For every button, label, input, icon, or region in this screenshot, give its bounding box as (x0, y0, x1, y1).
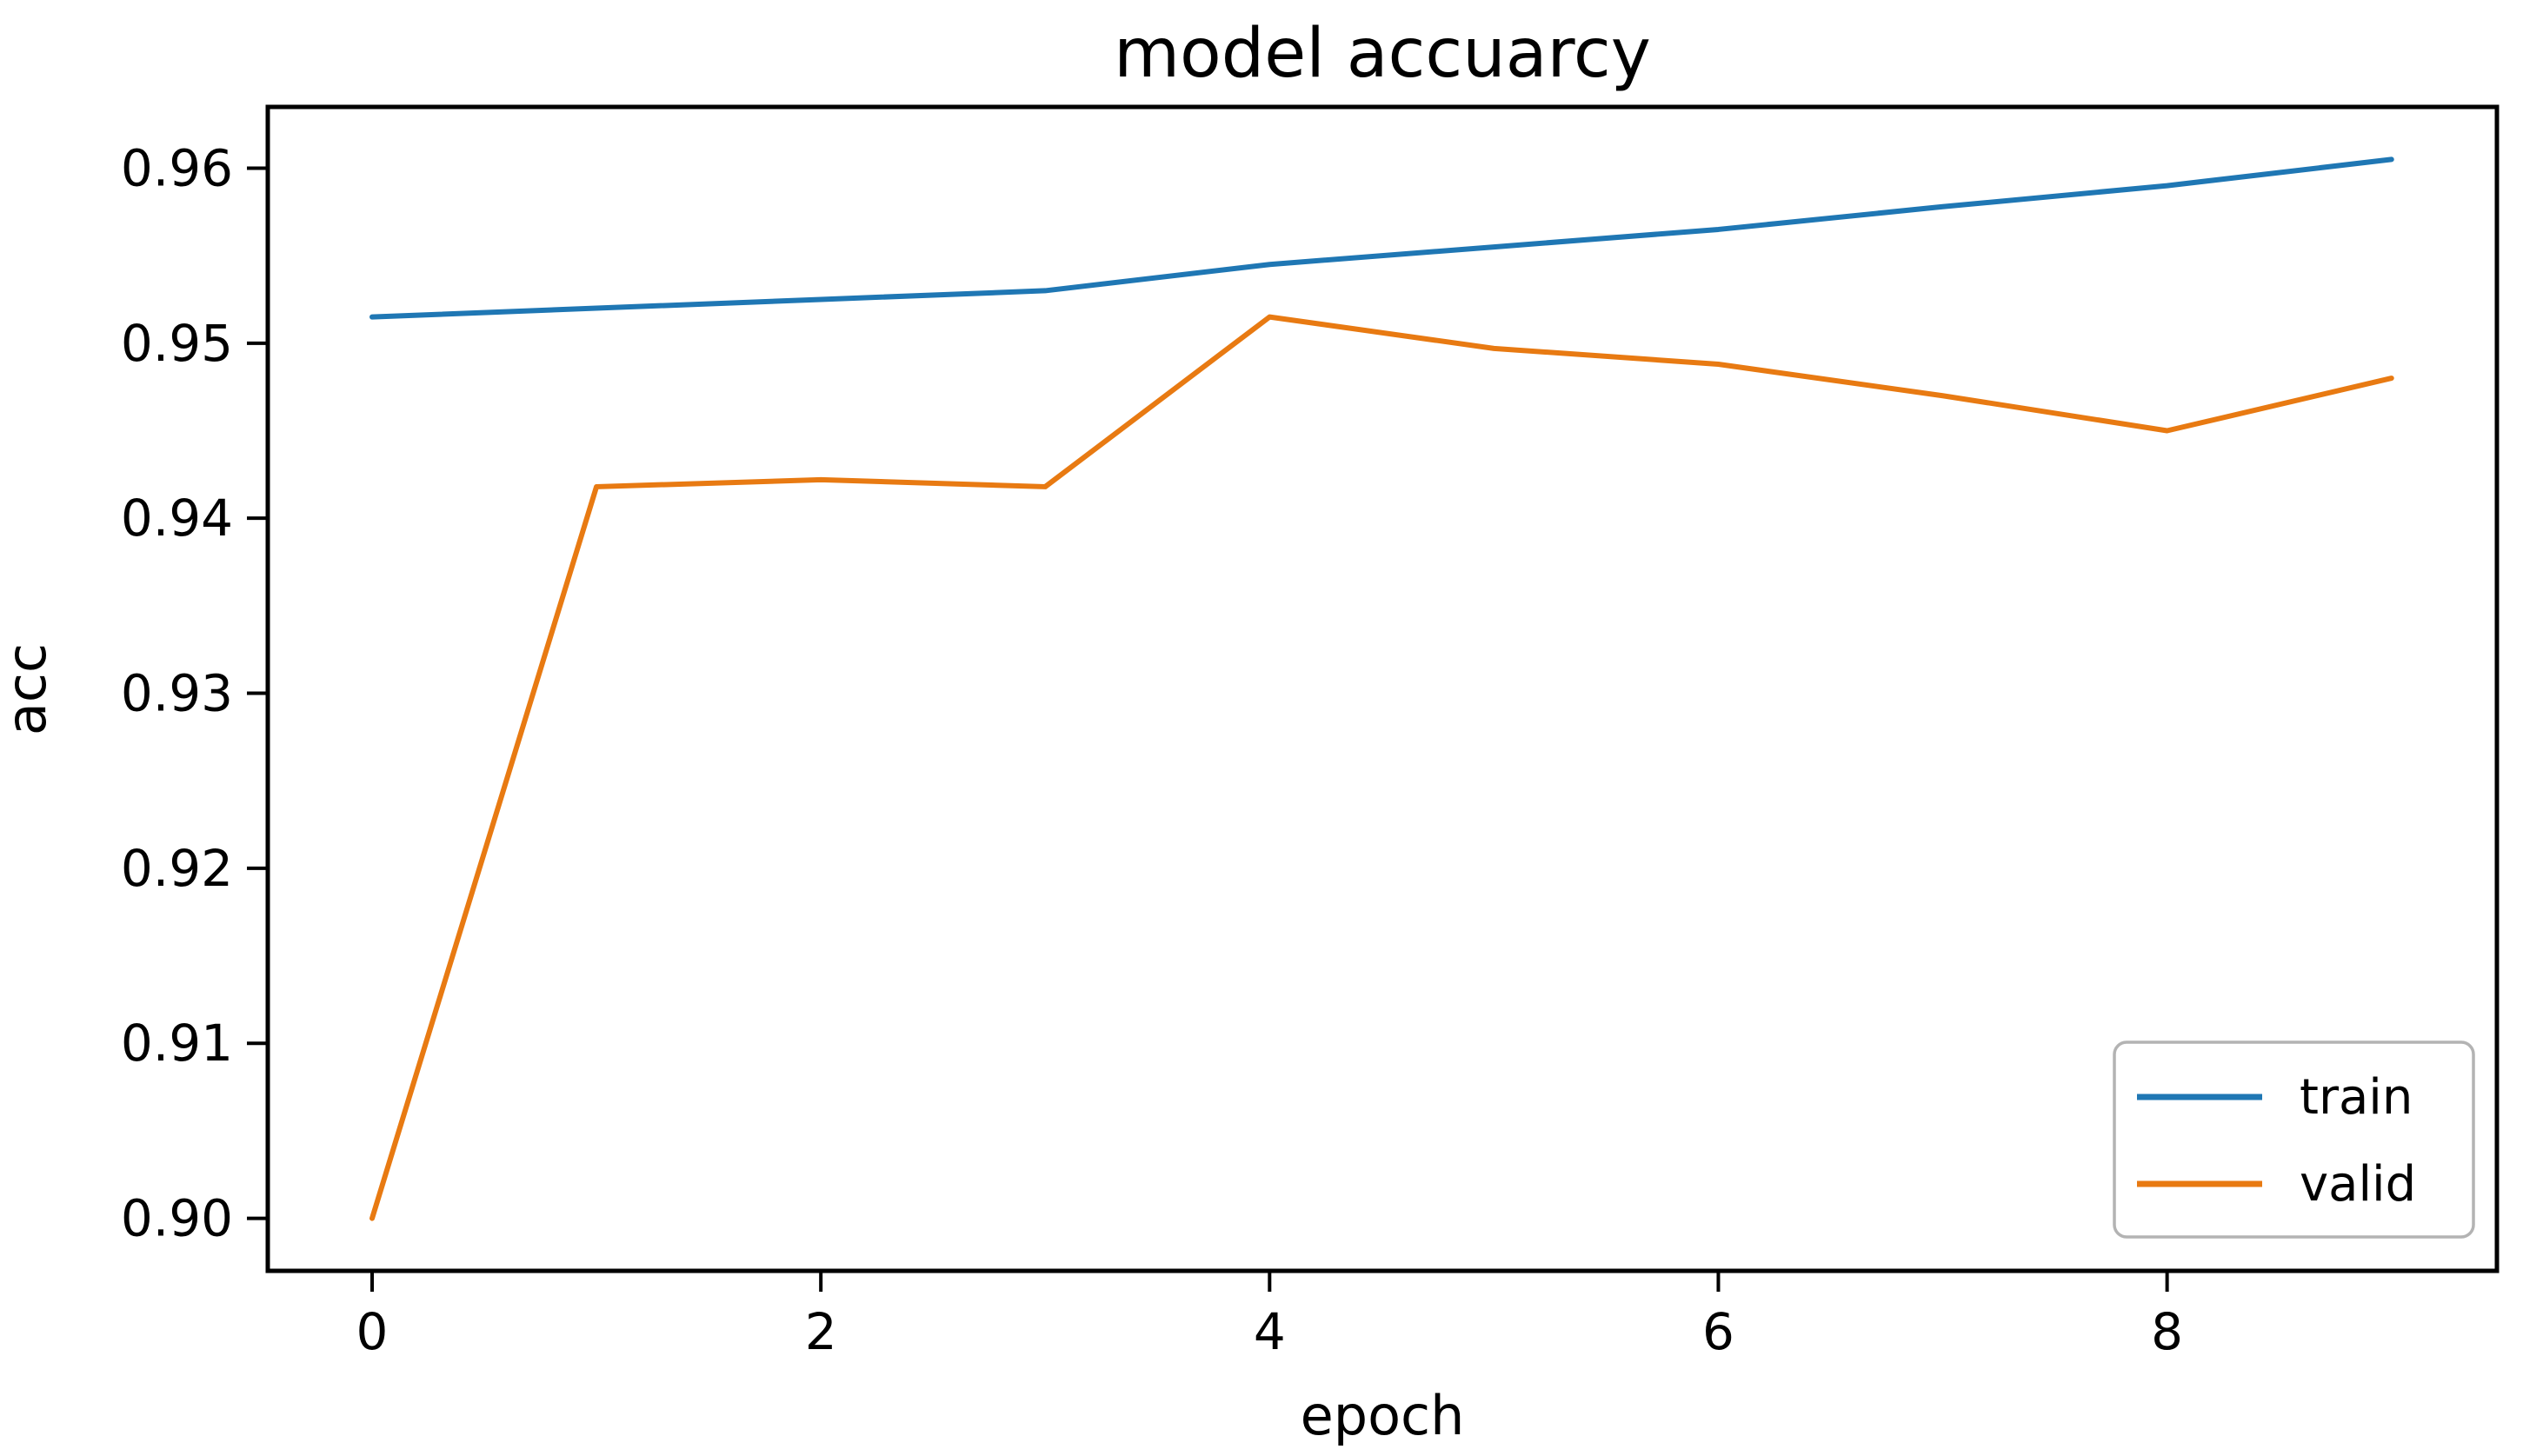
y-tick-label: 0.94 (121, 489, 233, 548)
legend-box (2113, 1040, 2475, 1239)
y-axis-ticks: 0.90 0.91 0.92 0.93 0.94 0.95 0.96 (121, 138, 268, 1248)
legend: train valid (2113, 1040, 2475, 1239)
y-tick-label: 0.96 (121, 138, 233, 197)
x-tick-label: 6 (1702, 1302, 1734, 1361)
y-tick-label: 0.92 (121, 839, 233, 898)
y-axis-label: acc (0, 643, 58, 735)
y-tick-label: 0.93 (121, 664, 233, 723)
x-tick-label: 8 (2151, 1302, 2183, 1361)
x-tick-label: 4 (1254, 1302, 1286, 1361)
series-lines (369, 156, 2394, 1221)
valid-line (369, 314, 2394, 1221)
y-tick-label: 0.90 (121, 1189, 233, 1248)
x-tick-label: 0 (356, 1302, 389, 1361)
x-axis-label: epoch (1301, 1384, 1465, 1447)
x-axis-ticks: 0 2 4 6 8 (356, 1271, 2183, 1361)
chart-title: model accuarcy (1114, 15, 1651, 93)
legend-label-train: train (2300, 1069, 2413, 1126)
train-line (369, 156, 2394, 320)
x-tick-label: 2 (805, 1302, 837, 1361)
y-tick-label: 0.95 (121, 314, 233, 373)
legend-label-valid: valid (2300, 1156, 2416, 1213)
y-tick-label: 0.91 (121, 1014, 233, 1073)
